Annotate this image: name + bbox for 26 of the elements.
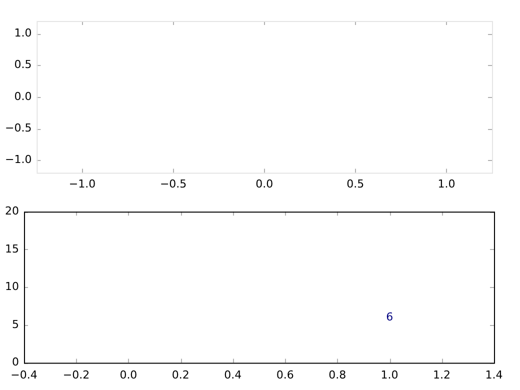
y-tick-label: 0.0 [14, 90, 32, 103]
annotation: 6 [386, 310, 394, 324]
y-tick-label: 10 [4, 280, 19, 294]
x-tick-label: 0.2 [172, 368, 190, 382]
x-tick-label: −0.4 [10, 368, 38, 382]
x-tick-label: 1.4 [485, 368, 503, 382]
y-tick-label: 0.5 [14, 58, 32, 72]
x-tick-label: 0.5 [346, 177, 364, 190]
y-tick-label: −1.0 [4, 153, 32, 166]
y-tick-label: 20 [4, 204, 19, 218]
y-tick-label: 0 [12, 356, 19, 369]
x-tick-label: 0.6 [276, 368, 294, 382]
x-tick-label: 0.0 [256, 177, 274, 190]
x-tick-label: 0.8 [328, 368, 346, 382]
y-tick-label: 5 [12, 318, 19, 331]
x-tick-label: −1.0 [68, 177, 96, 190]
y-tick-label: −0.5 [4, 121, 32, 134]
x-tick-label: 1.0 [438, 177, 456, 190]
x-tick-label: 0.4 [224, 368, 242, 382]
x-tick-label: 1.0 [380, 368, 398, 382]
y-tick-label: 1.0 [14, 26, 32, 40]
y-tick-label: 15 [4, 242, 19, 256]
x-tick-label: 1.2 [433, 368, 451, 382]
x-tick-label: −0.2 [62, 368, 90, 382]
x-tick-label: 0.0 [120, 368, 138, 382]
x-tick-label: −0.5 [160, 177, 187, 190]
